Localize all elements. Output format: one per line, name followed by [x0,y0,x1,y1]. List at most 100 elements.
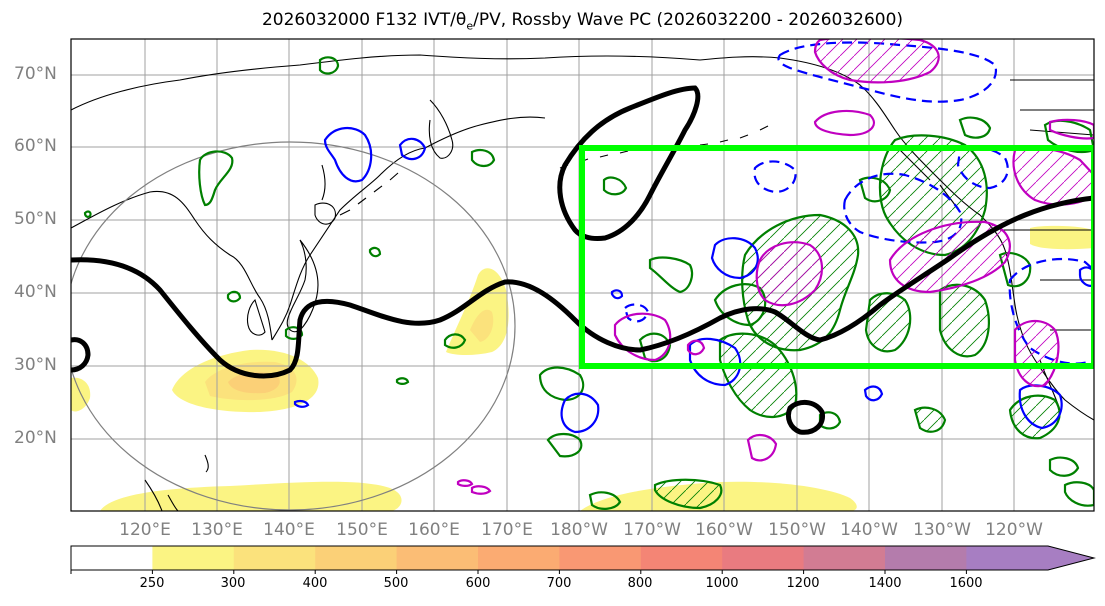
magenta-contour [470,485,492,495]
ivt-shade-region [100,481,402,511]
rossby-wave-main-axis [71,195,1094,379]
rossby-wave-left-segment [71,337,91,373]
lon-label: 130°W [913,520,971,540]
hokkaido-coastline [314,202,336,225]
green-contour [226,290,242,303]
map-frame [70,38,1095,512]
blue-contour [293,399,310,408]
green-contour [318,56,340,75]
green-contour [1063,481,1094,507]
green-contour [1048,456,1080,477]
ivt-shade-region [470,309,494,342]
map-title: 2026032000 F132 IVT/θe/PV, Rossby Wave P… [0,10,1105,32]
green-contour [958,116,992,139]
colorbar-frame [70,545,1096,571]
colorbar-segment [640,546,723,570]
lon-label: 140°W [840,520,898,540]
title-theta: θ [455,10,467,30]
lat-label: 60°N [14,136,57,156]
colorbar-segment [315,546,398,570]
green-contour [395,377,410,385]
blue-dashed-contour [843,172,963,244]
ivt-shade-region [1030,225,1094,250]
korea-coastline [246,298,266,336]
green-contour [470,149,496,168]
title-suffix: /PV, Rossby Wave PC (2026032200 - 202603… [473,10,904,30]
lat-label: 20°N [14,428,57,448]
green-contour [546,432,583,458]
lon-label: 150°W [768,520,826,540]
colorbar-tick-label: 1200 [786,576,820,591]
colorbar-segment [478,546,560,570]
blue-contour [1078,266,1094,287]
blue-dashed-contour [1008,257,1094,365]
colorbar-segment [71,546,153,570]
magenta-contours [456,39,1094,495]
lat-label: 30°N [14,355,57,375]
lat-label: 40°N [14,282,57,302]
colorbar-tick-label: 1600 [949,576,983,591]
magenta-contour [813,109,875,137]
title-theta-sub: e [466,19,474,33]
green-contour [938,283,990,358]
colorbar [70,545,1096,574]
colorbar-tick-label: 800 [627,576,653,591]
colorbar-tick-label: 400 [302,576,328,591]
blue-contour [398,137,427,161]
green-contour [368,246,382,258]
lon-label: 160°E [408,520,460,540]
lon-label: 150°E [336,520,388,540]
blue-contour [710,237,759,280]
lon-label: 180°W [550,520,608,540]
philippines-coastline [144,479,179,511]
kuril-islands [339,172,399,216]
colorbar-segment [803,546,886,570]
kamchatka-coastline [428,99,454,159]
lat-label: 70°N [14,64,57,84]
lon-label: 160°W [695,520,753,540]
colorbar-tick-label: 500 [383,576,409,591]
rossby-wave-axis [71,85,1094,435]
green-contour [198,150,234,207]
lon-label: 170°E [481,520,533,540]
magenta-contour [813,39,940,84]
magenta-contour [1013,319,1060,388]
colorbar-extend-arrow [966,546,1094,570]
blue-dashed-contour [753,160,797,194]
sakhalin-coastline [321,164,326,201]
colorbar-tick-label: 300 [220,576,246,591]
colorbar-segment [152,546,235,570]
title-prefix: 2026032000 F132 IVT/ [261,10,456,30]
region-box [579,145,1094,369]
colorbar-tick-label: 600 [465,576,491,591]
lon-label: 170°W [623,520,681,540]
colorbar-segment [233,546,316,570]
magenta-contour [755,241,823,307]
taiwan-coastline [204,454,209,473]
colorbar-segment [559,546,642,570]
green-contour [648,256,694,294]
colorbar-tick-label: 1400 [868,576,902,591]
lon-label: 120°W [985,520,1043,540]
green-contour [538,366,585,402]
green-contour [443,333,467,349]
green-contour [284,326,304,340]
green-contour [818,411,842,430]
blue-dashed-contour [623,303,650,323]
siberia-coastline [71,54,701,111]
green-contour [653,478,723,510]
blue-contour [560,392,600,434]
japan-coastline [286,239,319,333]
blue-contour [323,127,373,183]
colorbar-segment [722,546,805,570]
green-contour [588,491,622,510]
great-circle-radius [71,141,516,511]
lat-label: 50°N [14,209,57,229]
colorbar-tick-label: 1000 [705,576,739,591]
green-contour [83,210,92,218]
magenta-contour [456,479,474,487]
asia-coastline [71,116,546,341]
blue-contour [863,385,884,402]
lon-label: 140°E [263,520,315,540]
canada-borders [1000,79,1094,331]
